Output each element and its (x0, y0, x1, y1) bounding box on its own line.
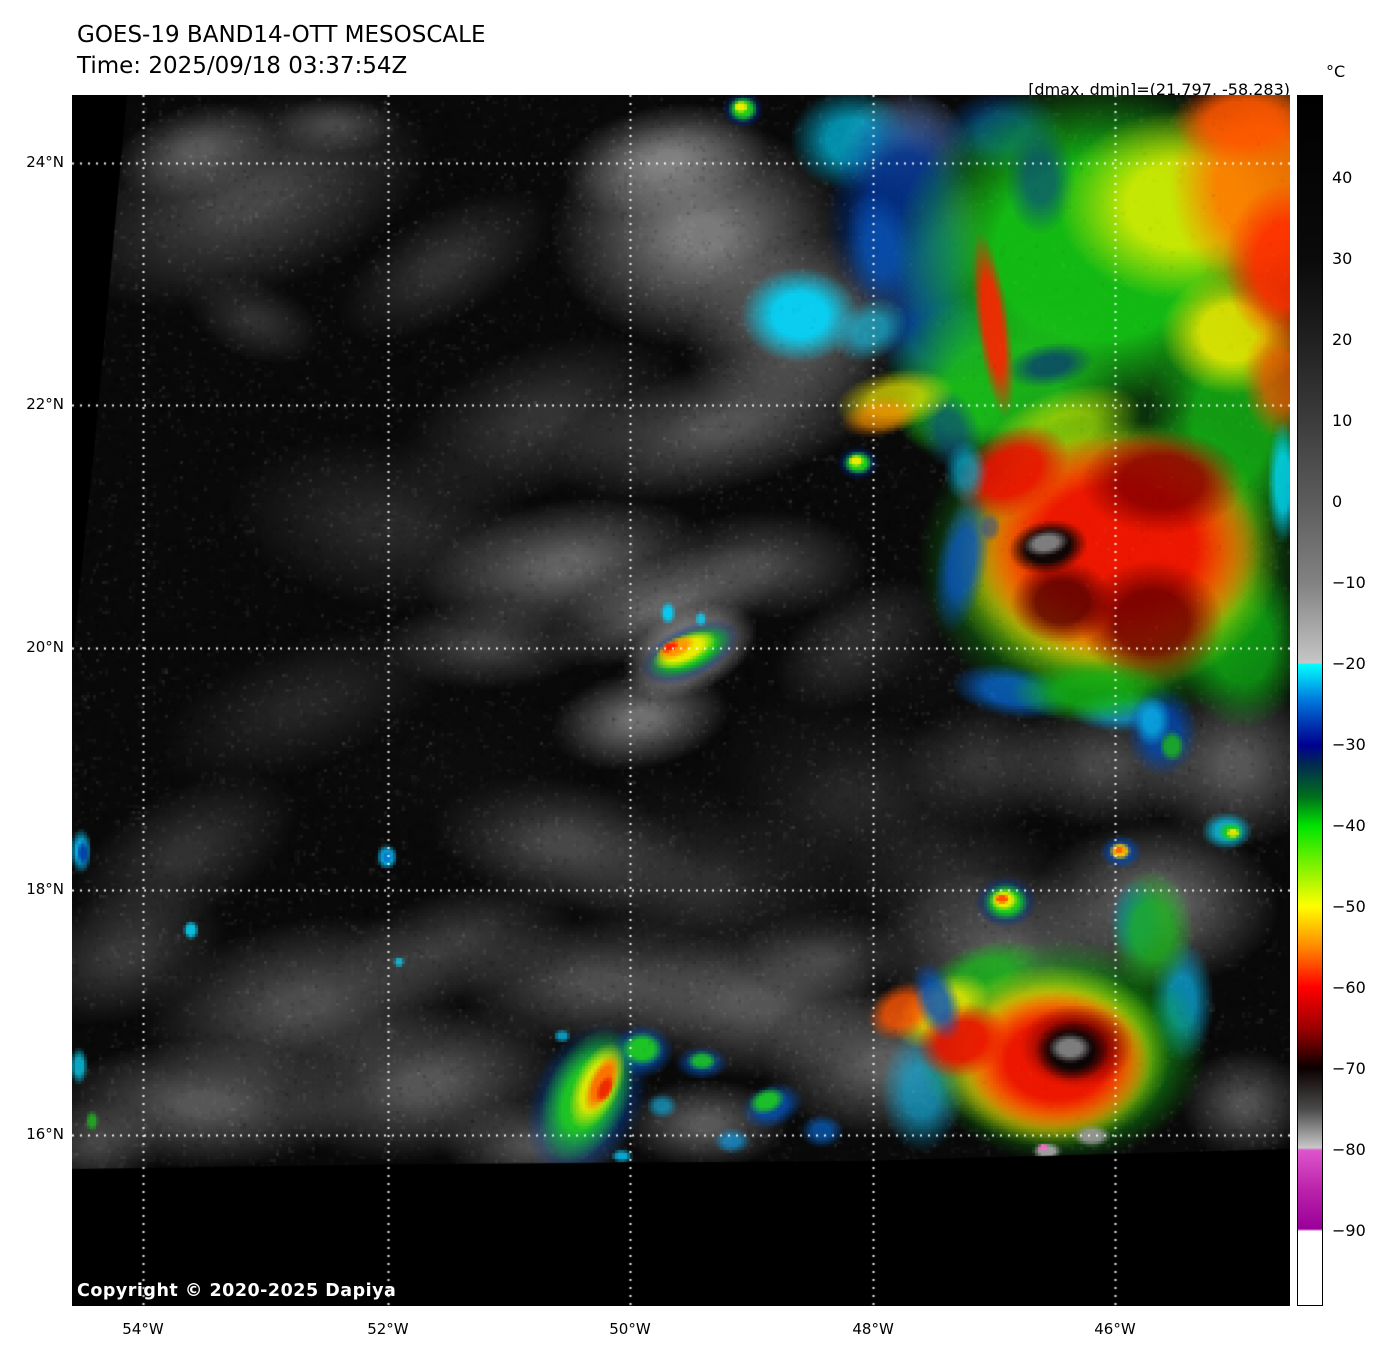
colorbar-tick-label: 0 (1332, 492, 1343, 512)
lon-tick-label: 52°W (367, 1320, 409, 1338)
colorbar-unit-label: °C (1326, 62, 1346, 81)
lat-tick-label: 16°N (26, 1125, 64, 1143)
colorbar-tick-label: 20 (1332, 329, 1353, 349)
colorbar-tick-label: 30 (1332, 248, 1353, 268)
colorbar (1297, 95, 1323, 1306)
lat-tick-label: 20°N (26, 637, 64, 656)
colorbar-tick-label: 40 (1332, 168, 1353, 188)
copyright-label: Copyright © 2020-2025 Dapiya (77, 1281, 397, 1301)
colorbar-tick-label: 10 (1332, 411, 1353, 430)
colorbar-tick-label: −80 (1332, 1139, 1366, 1159)
figure-timestamp: Time: 2025/09/18 03:37:54Z (77, 53, 408, 79)
colorbar-tick-label: −30 (1332, 734, 1366, 754)
colorbar-tick-label: −40 (1332, 815, 1366, 835)
colorbar-tick-label: −10 (1332, 573, 1366, 593)
lon-tick-label: 54°W (122, 1320, 164, 1338)
colorbar-tick-label: −60 (1332, 977, 1366, 997)
dmax-dmin-readout: [dmax, dmin]=(21.797, -58.283) (1028, 80, 1290, 100)
colorbar-tick-label: −70 (1332, 1058, 1366, 1078)
colorbar-tick-label: −20 (1332, 653, 1366, 673)
lon-tick-label: 50°W (609, 1320, 651, 1338)
lon-tick-label: 46°W (1094, 1320, 1136, 1338)
satellite-image (72, 95, 1290, 1306)
figure-title: GOES-19 BAND14-OTT MESOSCALE (77, 22, 486, 48)
lat-tick-label: 24°N (26, 153, 64, 172)
lat-tick-label: 22°N (26, 395, 64, 414)
lon-tick-label: 48°W (852, 1320, 894, 1338)
lat-tick-label: 18°N (26, 880, 64, 899)
colorbar-tick-label: −90 (1332, 1220, 1366, 1240)
colorbar-tick-label: −50 (1332, 896, 1366, 916)
